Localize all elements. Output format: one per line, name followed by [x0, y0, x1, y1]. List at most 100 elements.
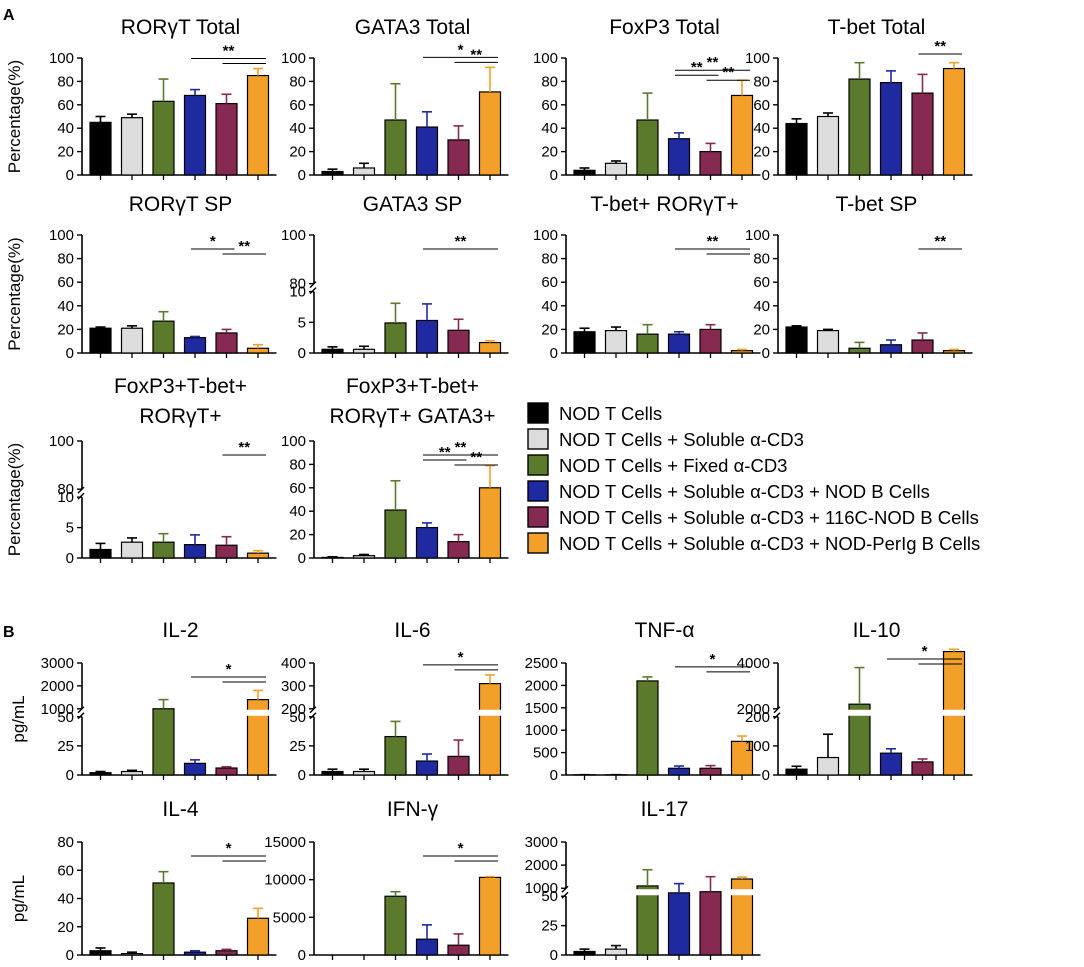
bar [352, 770, 376, 776]
chart-title: IL-10 [853, 619, 901, 642]
y-tick-label: 20 [57, 144, 74, 161]
significance-label: ** [934, 38, 946, 55]
y-tick-label: 0 [66, 767, 74, 784]
significance-label: ** [439, 444, 451, 461]
y-tick-label: 50 [541, 888, 558, 905]
bar-break-gap [847, 709, 872, 716]
bar [246, 347, 270, 354]
chart-title-line2: RORγT+ GATA3+ [329, 405, 495, 428]
bar [384, 322, 407, 354]
chart-title: GATA3 Total [355, 16, 471, 39]
y-tick-label: 25 [289, 738, 306, 755]
bar-break-gap [941, 709, 967, 716]
y-tick-label: 10 [57, 489, 74, 506]
y-tick-label: 1000 [41, 701, 74, 718]
legend-label: NOD T Cells + Fixed α-CD3 [559, 455, 787, 476]
bar [447, 329, 470, 354]
y-tick-label: 200 [281, 701, 306, 718]
y-tick-label: 40 [541, 120, 558, 137]
bar [384, 119, 407, 176]
chart-il-4: IL-4 0 20 40 60 80 pg/mL * [9, 798, 277, 964]
bar [879, 752, 903, 776]
bar [321, 770, 344, 776]
bar [604, 948, 628, 956]
bar [447, 755, 470, 776]
y-tick-label: 2000 [525, 677, 558, 694]
y-tick-label: 40 [753, 120, 770, 137]
significance-label: ** [470, 449, 482, 466]
chart-t-bet-ror-t-: T-bet+ RORγT+ 0 20 40 60 80 100 ** [533, 193, 761, 362]
significance-label: ** [455, 233, 467, 250]
bar [120, 541, 144, 559]
axis-break-mark [77, 486, 85, 494]
bar [699, 328, 722, 354]
bar [636, 119, 659, 176]
charts: RORγT Total020406080100Percentage(%)**GA… [5, 16, 973, 964]
bar [215, 767, 238, 776]
significance-label: * [458, 41, 464, 58]
panel-label: A [3, 7, 15, 24]
y-tick-label: 25 [541, 918, 558, 935]
bar [911, 761, 934, 776]
bar [152, 541, 175, 559]
y-tick-label: 50 [289, 709, 306, 726]
bar-break-gap [635, 889, 660, 896]
y-tick-label: 80 [289, 456, 306, 473]
bar [573, 331, 596, 354]
bar [321, 170, 344, 176]
bar [152, 708, 175, 776]
axis-break-mark [309, 706, 317, 714]
y-axis-label: Percentage(%) [5, 443, 24, 556]
bar [246, 917, 270, 956]
y-tick-label: 5 [298, 314, 306, 331]
y-tick-label: 400 [281, 655, 306, 672]
y-tick-label: 0 [66, 947, 74, 964]
bar [730, 350, 754, 354]
y-tick-label: 0 [550, 345, 558, 362]
bar [478, 682, 502, 776]
chart-title: IL-6 [394, 619, 430, 642]
chart-title: T-bet Total [828, 16, 926, 39]
chart-title: FoxP3 Total [609, 16, 720, 39]
chart-t-bet-sp: T-bet SP 0 20 40 60 80 100 ** [745, 193, 973, 362]
bar [573, 950, 596, 956]
chart-title: TNF-α [635, 619, 695, 642]
y-tick-label: 5 [66, 520, 74, 537]
significance-label: ** [934, 233, 946, 250]
significance-label: * [210, 233, 216, 250]
chart-title: T-bet SP [836, 193, 918, 216]
axis-break-mark [561, 891, 569, 899]
y-tick-label: 2500 [525, 655, 558, 672]
y-tick-label: 1000 [525, 880, 558, 897]
bar [246, 552, 270, 559]
bar [636, 333, 659, 354]
bar [447, 541, 470, 559]
significance-label: * [922, 643, 928, 660]
bar [89, 950, 112, 956]
y-tick-label: 80 [57, 251, 74, 268]
chart-title: IFN-γ [387, 798, 439, 821]
y-tick-label: 10000 [264, 872, 306, 889]
bar [352, 555, 376, 559]
significance-label: ** [707, 54, 719, 71]
bar [120, 327, 144, 354]
y-tick-label: 60 [57, 862, 74, 879]
chart-title: IL-17 [641, 798, 689, 821]
bar [215, 544, 238, 559]
panel-labels: AB [3, 7, 15, 641]
bar [699, 891, 722, 956]
y-tick-label: 20 [57, 321, 74, 338]
bar [246, 74, 270, 176]
y-axis-label: Percentage(%) [5, 237, 24, 350]
legend-swatch [527, 454, 549, 476]
y-tick-label: 20 [289, 144, 306, 161]
significance-label: ** [238, 439, 250, 456]
y-tick-label: 0 [550, 947, 558, 964]
bar [384, 735, 407, 776]
chart-title: IL-2 [162, 619, 198, 642]
y-tick-label: 40 [289, 503, 306, 520]
